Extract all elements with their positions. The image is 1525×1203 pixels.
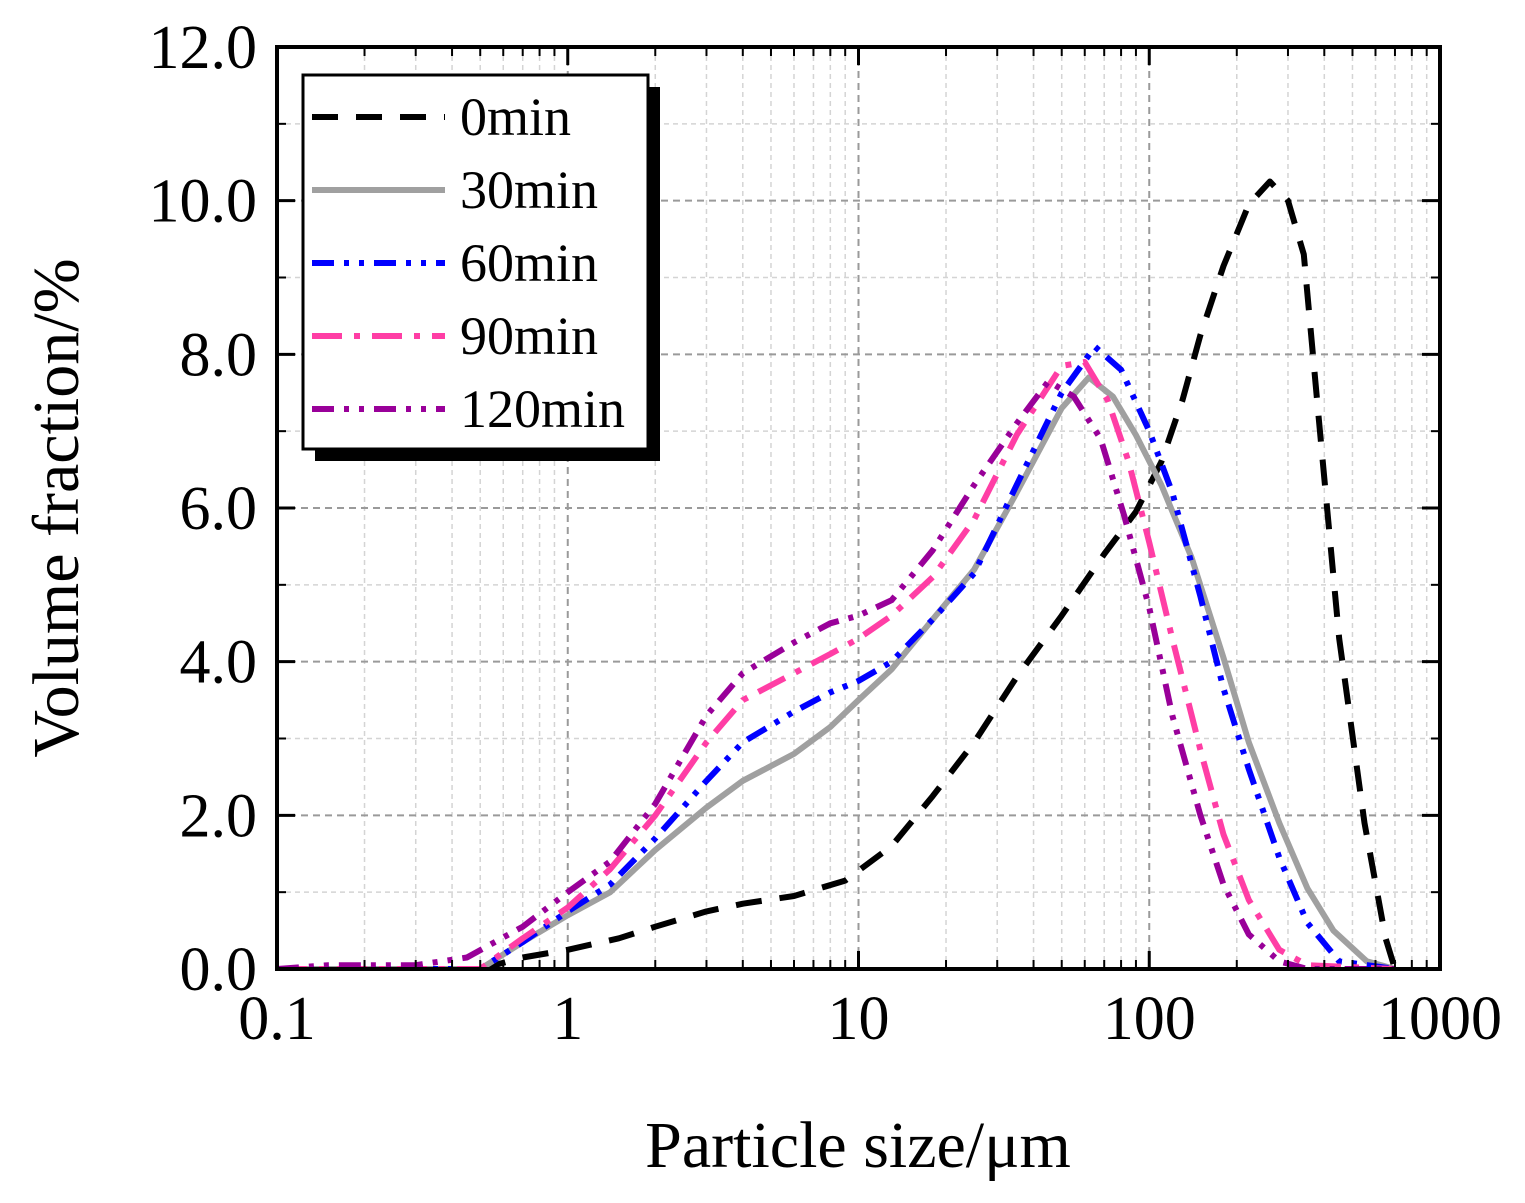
- x-axis-title: Particle size/μm: [645, 1109, 1071, 1182]
- legend-label-60min: 60min: [460, 233, 598, 293]
- x-tick-label: 100: [1103, 985, 1196, 1053]
- series-lines: [277, 178, 1398, 969]
- tick-labels: 0.1 1 10 100 1000 0.0 2.0 4.0 6.0 8.0 10.0 12.0: [149, 14, 1503, 1053]
- legend-label-120min: 120min: [460, 379, 625, 439]
- y-tick-label: 10.0: [149, 168, 258, 236]
- series-line-30min: [277, 374, 1396, 969]
- legend: 0min 30min 60min 90min 120min: [301, 73, 660, 461]
- series-line-60min: [277, 343, 1396, 969]
- y-tick-label: 4.0: [180, 629, 258, 697]
- y-tick-label: 8.0: [180, 321, 258, 389]
- x-tick-label: 1: [552, 985, 583, 1053]
- y-tick-label: 2.0: [180, 782, 258, 850]
- y-tick-label: 12.0: [149, 14, 258, 82]
- y-axis-title: Volume fraction/%: [20, 258, 93, 757]
- legend-label-0min: 0min: [460, 87, 571, 147]
- series-line-0min: [479, 178, 1398, 969]
- y-tick-label: 0.0: [180, 936, 258, 1004]
- series-line-90min: [277, 359, 1396, 969]
- y-tick-label: 6.0: [180, 475, 258, 543]
- legend-label-90min: 90min: [460, 306, 598, 366]
- x-tick-label: 10: [828, 985, 890, 1053]
- series-line-120min: [277, 378, 1395, 969]
- x-tick-label: 0.1: [238, 985, 316, 1053]
- legend-label-30min: 30min: [460, 160, 598, 220]
- x-tick-label: 1000: [1378, 985, 1502, 1053]
- axis-ticks: [275, 45, 1442, 971]
